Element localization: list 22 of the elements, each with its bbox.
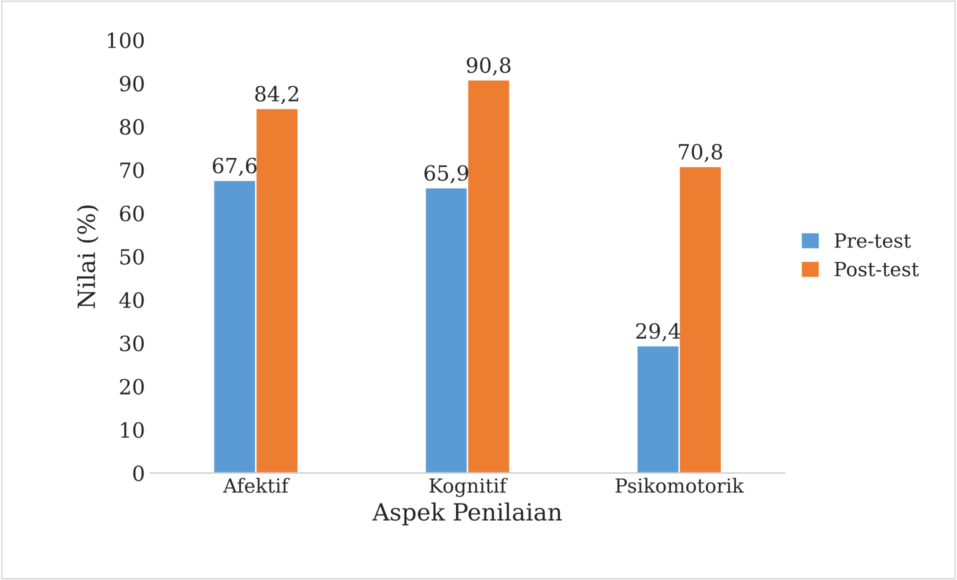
data-label: 67,6 [212,158,257,176]
x-tick-label: Psikomotorik [616,478,744,493]
y-tick-label: 30 [120,336,144,352]
x-tick-label: Kognitif [430,478,508,497]
data-label: 90,8 [466,57,510,76]
data-label: 70,8 [678,144,722,162]
y-tick-label: 100 [108,32,144,48]
y-tick-label: 80 [120,119,144,135]
data-label: 84,2 [255,86,298,104]
x-axis-title: Aspek Penilaian [372,502,562,526]
y-tick-label: 70 [120,162,144,178]
y-tick-label: 0 [133,465,144,482]
y-axis-title: Nilai (%) [76,205,99,308]
y-tick-label: 40 [119,292,144,308]
legend-label: Post-test [834,262,919,276]
y-tick-label: 10 [121,422,144,438]
y-tick-label: 90 [120,76,144,92]
legend-label: Pre-test [834,233,912,248]
y-tick-label: 20 [120,378,144,395]
x-tick-label: Afektif [223,478,290,493]
y-tick-label: 60 [120,206,144,222]
y-tick-label: 50 [120,248,144,265]
